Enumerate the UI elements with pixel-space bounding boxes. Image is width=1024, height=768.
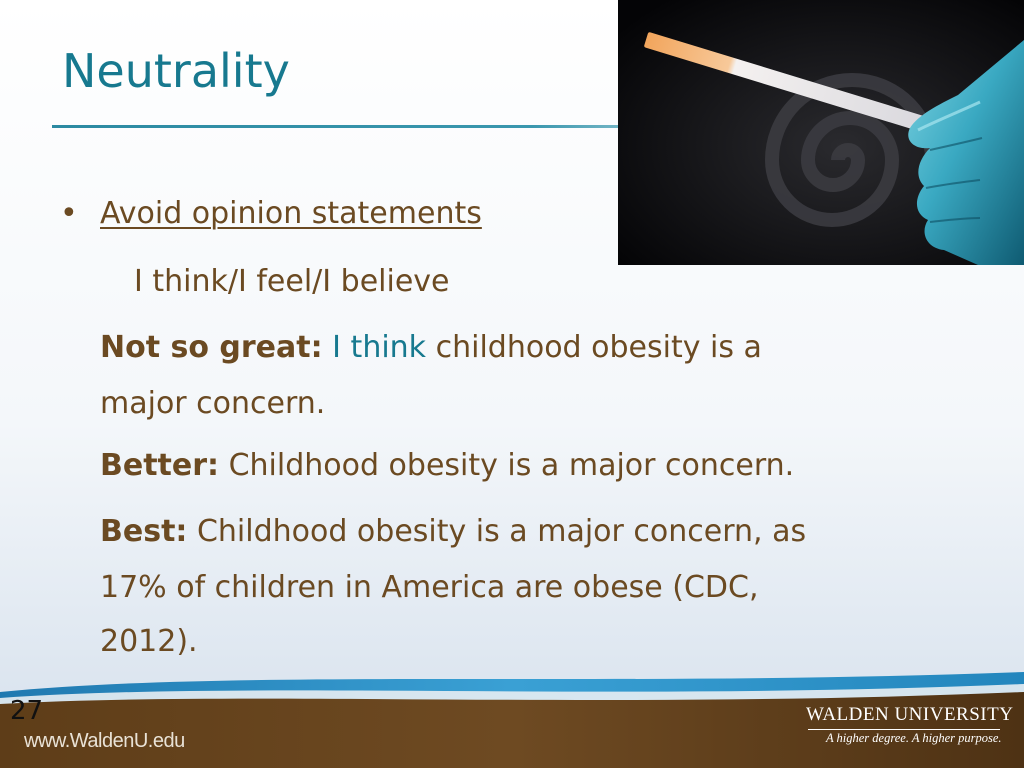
not-so-great-text-2: major concern. xyxy=(100,386,326,421)
not-so-great-label: Not so great: xyxy=(100,330,323,365)
not-so-great-text-1: childhood obesity is a xyxy=(426,330,762,365)
not-so-great-line-1: Not so great: I think childhood obesity … xyxy=(100,330,762,365)
footer-url: www.WaldenU.edu xyxy=(24,730,185,752)
bullet-line: • xyxy=(60,196,78,231)
avoid-opinion-link[interactable]: Avoid opinion statements xyxy=(100,196,482,231)
logo-divider xyxy=(808,729,1000,730)
bullet-marker: • xyxy=(60,196,78,231)
test-strip-photo xyxy=(618,0,1024,265)
best-text-1: Childhood obesity is a major concern, as xyxy=(187,514,807,549)
best-line-1: Best: Childhood obesity is a major conce… xyxy=(100,514,806,549)
better-line: Better: Childhood obesity is a major con… xyxy=(100,448,794,483)
footer-swoosh xyxy=(0,672,1024,768)
logo-tagline: A higher degree. A higher purpose. xyxy=(826,731,1002,745)
walden-university-logo: WALDEN UNIVERSITY xyxy=(806,704,1014,725)
not-so-great-highlight: I think xyxy=(332,330,427,365)
examples-line: I think/I feel/I believe xyxy=(134,264,450,299)
avoid-opinion-heading[interactable]: Avoid opinion statements xyxy=(100,196,482,231)
title-underline-rule xyxy=(52,125,652,128)
best-line-2: 17% of children in America are obese (CD… xyxy=(100,570,759,605)
examples-text: I think/I feel/I believe xyxy=(134,264,450,299)
better-label: Better: xyxy=(100,448,220,483)
page-number: 27 xyxy=(10,696,44,726)
best-text-3: 2012). xyxy=(100,624,198,659)
test-strip-photo-icon xyxy=(618,0,1024,265)
better-text: Childhood obesity is a major concern. xyxy=(219,448,795,483)
slide-title: Neutrality xyxy=(62,44,290,98)
best-line-3: 2012). xyxy=(100,624,198,659)
not-so-great-line-2: major concern. xyxy=(100,386,325,421)
best-label: Best: xyxy=(100,514,188,549)
best-text-2: 17% of children in America are obese (CD… xyxy=(100,570,759,605)
